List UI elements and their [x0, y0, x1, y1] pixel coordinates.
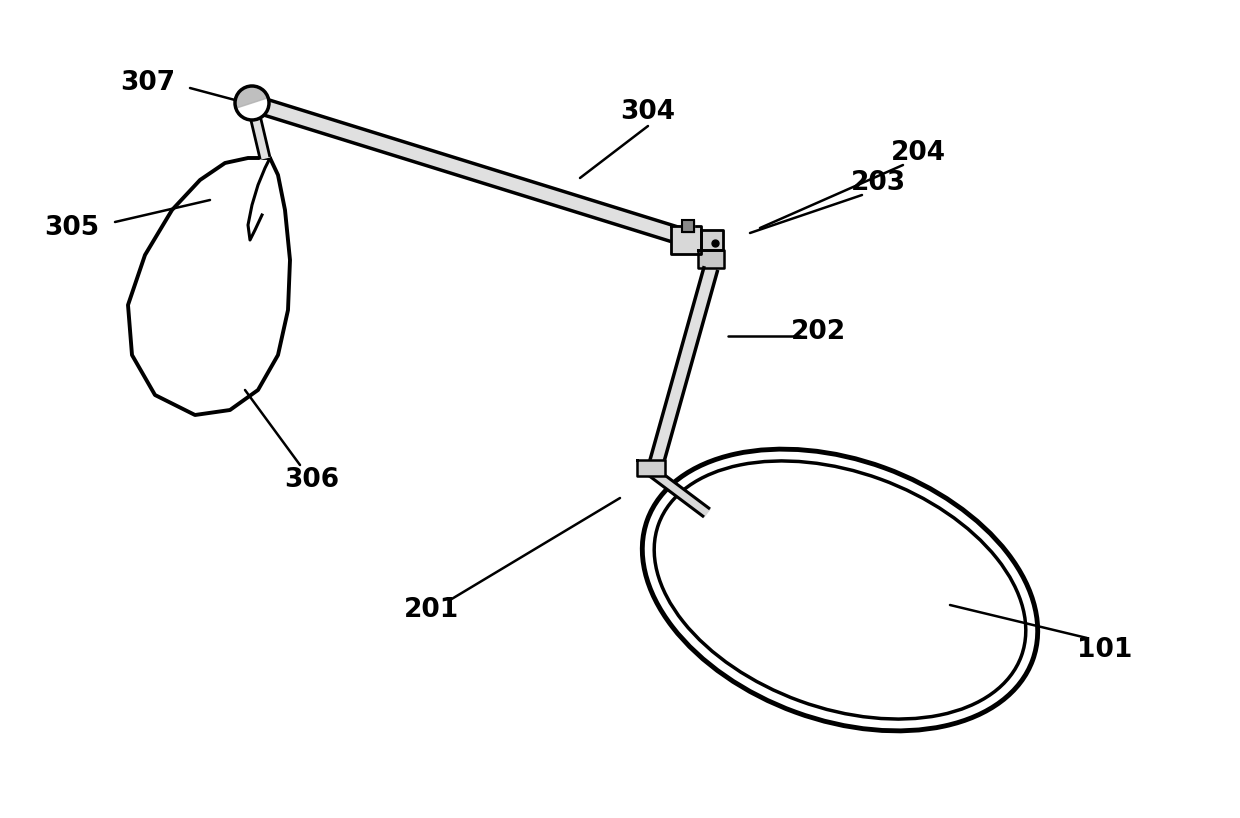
Polygon shape: [236, 86, 268, 108]
Polygon shape: [698, 250, 724, 268]
Polygon shape: [249, 96, 696, 248]
Text: 305: 305: [45, 215, 99, 241]
Text: 202: 202: [790, 319, 846, 345]
Text: 101: 101: [1078, 637, 1132, 663]
Polygon shape: [701, 230, 723, 250]
Polygon shape: [644, 464, 711, 517]
Text: 307: 307: [120, 70, 176, 96]
Circle shape: [236, 86, 269, 120]
Text: 203: 203: [851, 170, 905, 196]
Polygon shape: [649, 266, 718, 470]
Text: 306: 306: [284, 467, 340, 493]
Polygon shape: [671, 226, 701, 254]
Polygon shape: [637, 460, 665, 476]
Text: 304: 304: [620, 99, 676, 125]
Text: 204: 204: [890, 140, 945, 166]
Text: 201: 201: [404, 597, 460, 623]
Polygon shape: [247, 102, 270, 160]
